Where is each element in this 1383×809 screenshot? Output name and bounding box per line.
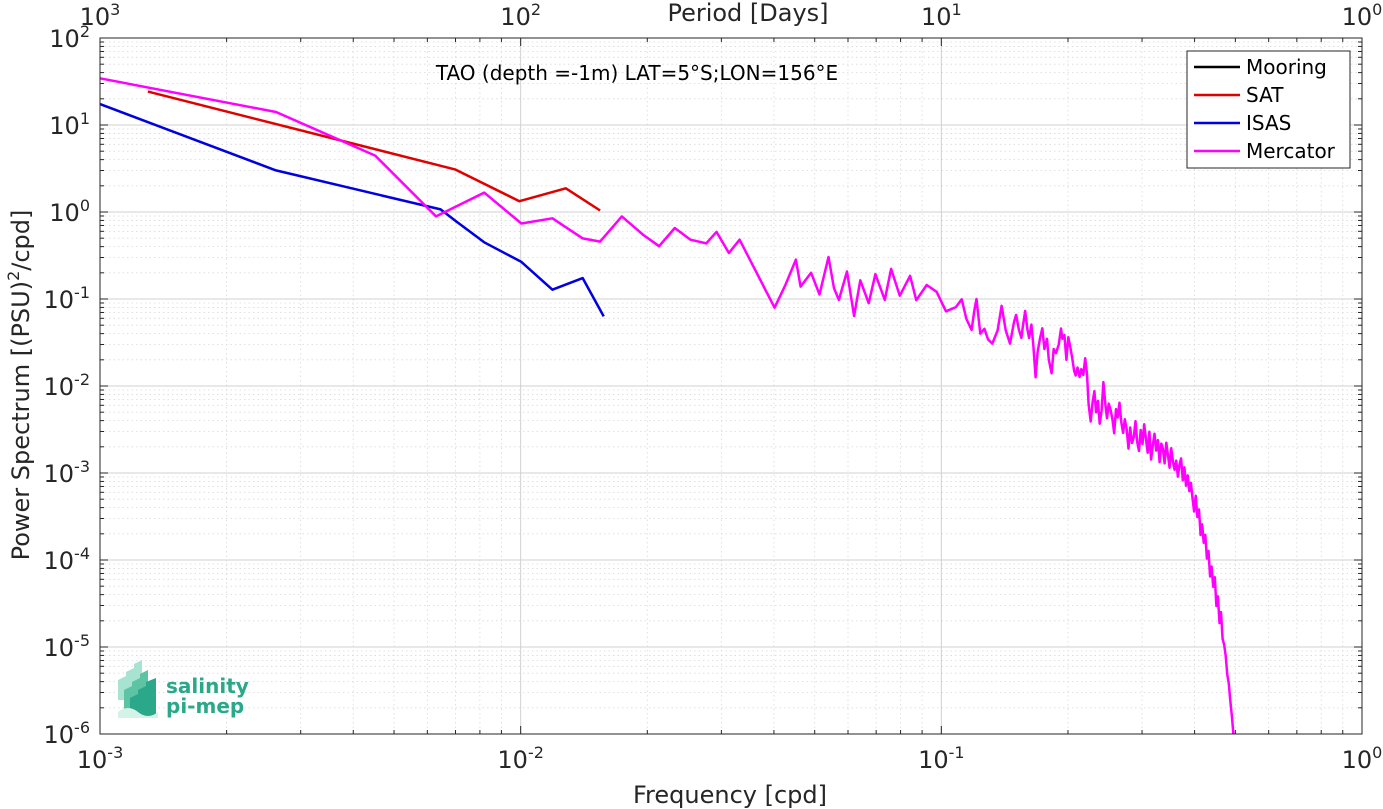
y-tick-label: 10-6	[44, 718, 91, 749]
y-tick-label: 100	[49, 196, 90, 227]
x-axis-label: Frequency [cpd]	[633, 781, 827, 809]
y-axis-label: Power Spectrum [(PSU)2/cpd]	[4, 210, 35, 561]
y-tick-label: 10-5	[44, 631, 91, 662]
legend-box	[1186, 50, 1351, 169]
top-x-axis-label: Period [Days]	[667, 0, 828, 27]
x-tick-label: 10-1	[918, 743, 965, 774]
y-tick-label: 102	[49, 22, 90, 53]
y-tick-label: 10-2	[44, 370, 91, 401]
chart-title: TAO (depth =-1m) LAT=5°S;LON=156°E	[435, 61, 838, 85]
logo-text-salinity: salinity	[166, 674, 249, 698]
top-x-tick-label: 102	[500, 0, 541, 31]
salinity-pimep-logo: salinity pi-mep	[118, 660, 249, 718]
x-tick-label: 100	[1342, 743, 1383, 774]
top-x-tick-label: 100	[1342, 0, 1383, 31]
y-tick-label: 10-4	[44, 544, 91, 575]
y-tick-label: 101	[49, 109, 90, 140]
axis-ticks	[99, 37, 1363, 735]
x-tick-label: 10-3	[77, 743, 124, 774]
logo-text-pimep: pi-mep	[166, 694, 244, 718]
y-tick-label: 10-1	[44, 283, 91, 314]
y-tick-label: 10-3	[44, 457, 91, 488]
series-line-mercator	[99, 77, 1235, 735]
legend-label-sat: SAT	[1246, 83, 1284, 107]
top-x-tick-label: 101	[921, 0, 962, 31]
logo-wave-icon	[118, 660, 158, 718]
series-layer	[99, 77, 1235, 735]
top-x-tick-label: 103	[80, 0, 121, 31]
legend: Mooring SAT ISAS Mercator	[1186, 50, 1351, 169]
legend-label-mercator: Mercator	[1246, 139, 1336, 163]
series-line-isas	[99, 102, 605, 318]
x-tick-label: 10-2	[497, 743, 544, 774]
series-line-sat	[147, 90, 601, 212]
legend-label-mooring: Mooring	[1246, 55, 1327, 79]
legend-label-isas: ISAS	[1246, 111, 1291, 135]
